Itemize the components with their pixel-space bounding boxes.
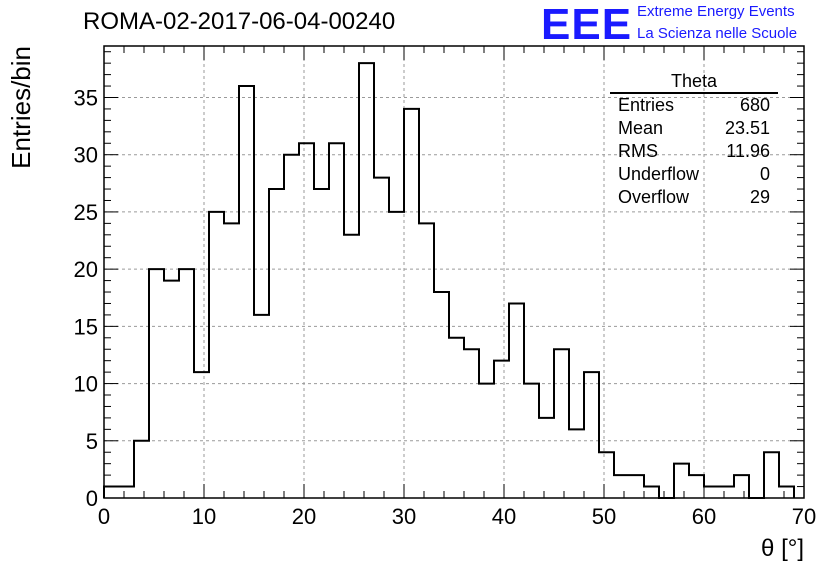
stats-label: RMS xyxy=(618,141,658,161)
stats-value: 11.96 xyxy=(726,141,770,161)
stats-box: Theta Entries 680 Mean 23.51 RMS 11.96 U… xyxy=(610,70,778,209)
y-tick-label: 25 xyxy=(74,200,98,225)
histogram-bar xyxy=(764,452,779,498)
histogram-bar xyxy=(524,384,539,498)
histogram-bar xyxy=(539,418,554,498)
stats-label: Underflow xyxy=(618,164,700,184)
stats-label: Entries xyxy=(618,95,675,115)
histogram-bar xyxy=(314,189,329,498)
x-tick-label: 60 xyxy=(692,504,716,529)
histogram-bar xyxy=(179,269,194,498)
histogram-bar xyxy=(209,212,224,498)
histogram-bar xyxy=(449,338,464,498)
histogram-bar xyxy=(734,475,749,498)
eee-logo: EEE xyxy=(541,0,633,49)
histogram-bar xyxy=(284,155,299,498)
histogram-bar xyxy=(119,487,134,498)
y-tick-label: 15 xyxy=(74,314,98,339)
histogram-bar xyxy=(629,475,644,498)
histogram-bar xyxy=(299,143,314,498)
histogram-bar xyxy=(164,281,179,498)
histogram-bar xyxy=(404,109,419,498)
histogram-bar xyxy=(389,212,404,498)
x-tick-label: 30 xyxy=(392,504,416,529)
stats-title: Theta xyxy=(610,70,778,94)
stats-row-underflow: Underflow 0 xyxy=(610,163,778,186)
histogram-bar xyxy=(239,86,254,498)
histogram-bar xyxy=(479,384,494,498)
chart-title: ROMA-02-2017-06-04-00240 xyxy=(83,8,396,35)
histogram-bar xyxy=(194,372,209,498)
histogram-bar xyxy=(224,223,239,498)
histogram-bar xyxy=(329,143,344,498)
y-tick-label: 35 xyxy=(74,85,98,110)
stats-row-mean: Mean 23.51 xyxy=(610,117,778,140)
y-tick-label: 5 xyxy=(86,429,98,454)
histogram-bar xyxy=(494,361,509,498)
histogram-bar xyxy=(704,487,719,498)
histogram-bar xyxy=(134,441,149,498)
histogram-bar xyxy=(269,189,284,498)
histogram-bar xyxy=(689,475,704,498)
x-tick-label: 50 xyxy=(592,504,616,529)
stats-label: Overflow xyxy=(618,187,690,207)
histogram-bar xyxy=(419,223,434,498)
stats-value: 29 xyxy=(749,187,770,207)
y-tick-label: 30 xyxy=(74,143,98,168)
histogram-bar xyxy=(554,349,569,498)
stats-label: Mean xyxy=(618,118,664,138)
histogram-bar xyxy=(614,475,629,498)
brand-line-2: La Scienza nelle Scuole xyxy=(637,25,798,42)
histogram-bar xyxy=(104,487,119,498)
histogram-bar xyxy=(254,315,269,498)
stats-value: 680 xyxy=(739,95,770,115)
stats-row-rms: RMS 11.96 xyxy=(610,140,778,163)
histogram-bar xyxy=(584,372,599,498)
histogram-bar xyxy=(779,487,794,498)
x-tick-label: 20 xyxy=(292,504,316,529)
y-tick-label: 10 xyxy=(74,372,98,397)
y-tick-label: 20 xyxy=(74,257,98,282)
histogram-bar xyxy=(374,178,389,498)
brand-line-1: Extreme Energy Events xyxy=(637,3,795,20)
stats-value: 23.51 xyxy=(724,118,770,138)
histogram-bar xyxy=(644,487,659,498)
histogram-series-line xyxy=(103,62,795,499)
histogram-bar xyxy=(359,63,374,498)
x-axis-label: θ [°] xyxy=(761,535,804,562)
histogram-bar xyxy=(464,349,479,498)
plot-frame xyxy=(103,45,805,499)
x-tick-label: 70 xyxy=(792,504,816,529)
stats-row-overflow: Overflow 29 xyxy=(610,186,778,209)
y-tick-label: 0 xyxy=(86,486,98,511)
histogram-bar xyxy=(434,292,449,498)
stats-row-entries: Entries 680 xyxy=(610,94,778,117)
histogram-bar xyxy=(509,303,524,498)
y-axis-label: Entries/bin xyxy=(6,46,36,169)
histogram-bar xyxy=(674,464,689,498)
histogram-bar xyxy=(149,269,164,498)
histogram-bar xyxy=(599,452,614,498)
histogram-bar xyxy=(344,235,359,498)
histogram-bar xyxy=(569,429,584,498)
histogram-bar xyxy=(719,487,734,498)
x-tick-label: 40 xyxy=(492,504,516,529)
x-tick-label: 10 xyxy=(192,504,216,529)
x-tick-label: 0 xyxy=(98,504,110,529)
stats-value: 0 xyxy=(759,164,770,184)
